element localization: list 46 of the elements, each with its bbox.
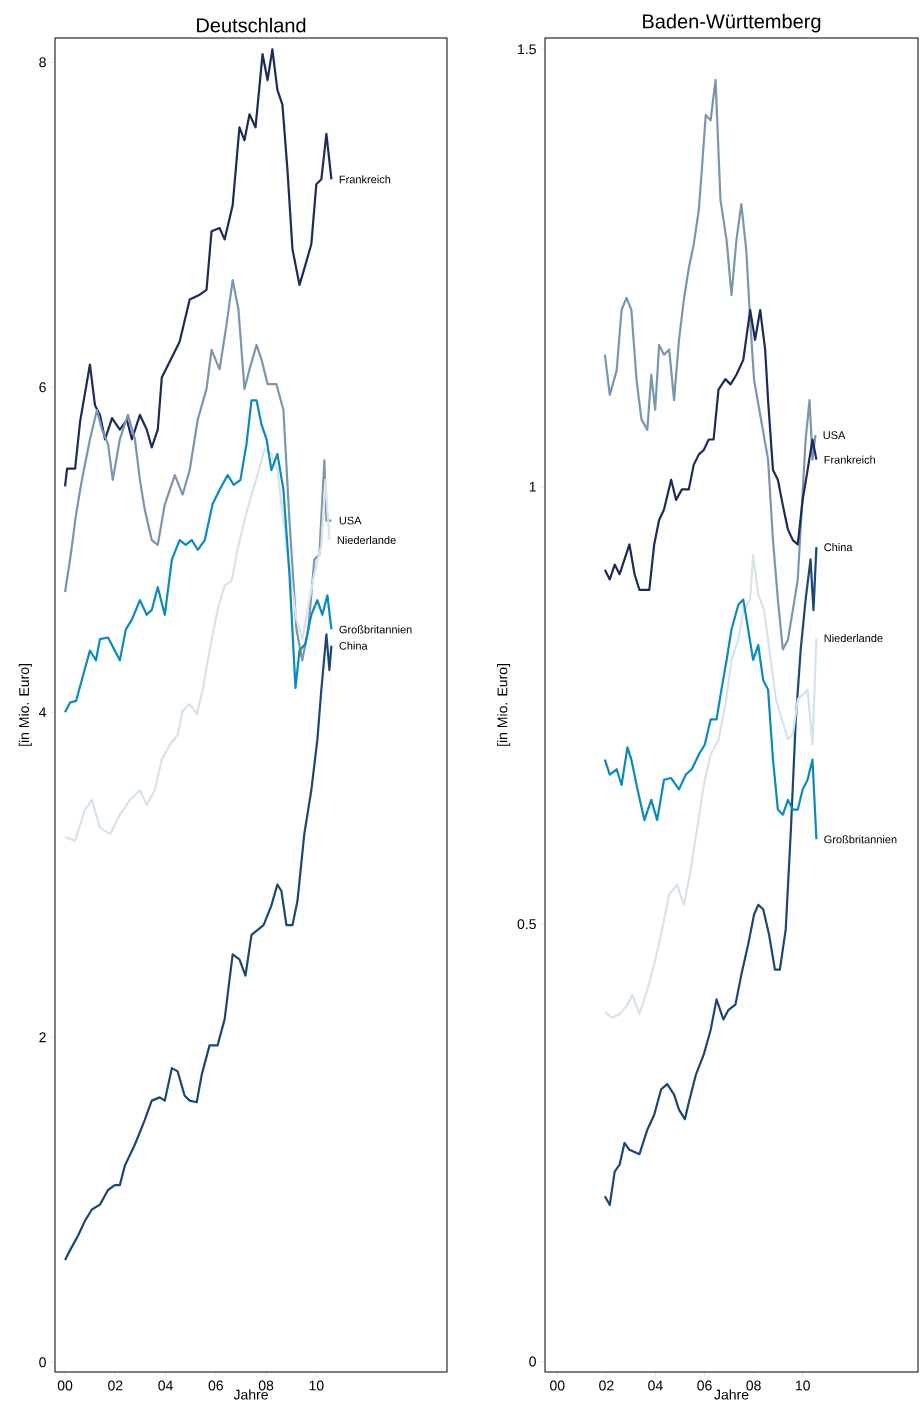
series-label: Großbritannien [824, 835, 897, 844]
x-tick-label: 04 [648, 1380, 663, 1391]
x-axis-title: Jahre [233, 1389, 268, 1400]
x-tick-label: 06 [697, 1380, 712, 1391]
series-label: Niederlande [337, 536, 396, 545]
line-series [603, 545, 818, 1207]
y-tick-label: 0.5 [517, 919, 536, 930]
line-series [63, 399, 333, 714]
y-tick-label: 2 [39, 1032, 46, 1043]
series-label: Niederlande [824, 634, 883, 643]
series-label: China [824, 543, 853, 552]
series-label: Frankreich [339, 175, 391, 184]
y-tick-label: 4 [38, 707, 47, 718]
chart-title: Baden-Württemberg [643, 13, 821, 33]
x-tick-label: 04 [158, 1380, 173, 1391]
y-tick-label: 0 [529, 1356, 536, 1367]
x-tick-label: 10 [309, 1380, 324, 1391]
x-axis-title: Jahre [714, 1389, 749, 1400]
x-tick-label: 10 [795, 1380, 810, 1391]
line-series [63, 447, 331, 842]
chart-title: Deutschland [197, 17, 306, 33]
series-label: Großbritannien [339, 625, 412, 634]
y-tick-label: 1.5 [518, 44, 536, 55]
series-label: China [339, 641, 368, 650]
series-label: USA [339, 516, 362, 525]
line-series [603, 598, 818, 841]
series-label: Frankreich [824, 455, 875, 464]
line-series [63, 278, 333, 662]
x-tick-label: 02 [108, 1380, 123, 1391]
line-series [603, 308, 818, 592]
y-tick-label: 8 [39, 57, 46, 68]
x-tick-label: 08 [258, 1380, 274, 1391]
series-label: USA [823, 431, 846, 440]
x-tick-label: 08 [746, 1380, 761, 1391]
y-tick-label: 0 [39, 1357, 46, 1368]
x-tick-label: 02 [599, 1380, 614, 1391]
x-tick-label: 00 [550, 1380, 565, 1391]
x-tick-label: 00 [57, 1380, 73, 1391]
y-tick-label: 1 [529, 481, 536, 492]
y-axis-title: [in Mio. Euro] [497, 664, 511, 746]
x-tick-label: 06 [208, 1380, 223, 1391]
line-series [603, 553, 818, 1019]
line-series [603, 78, 817, 651]
y-tick-label: 6 [39, 382, 46, 393]
line-series [63, 48, 333, 488]
y-axis-title: [in Mio. Euro] [18, 664, 32, 746]
